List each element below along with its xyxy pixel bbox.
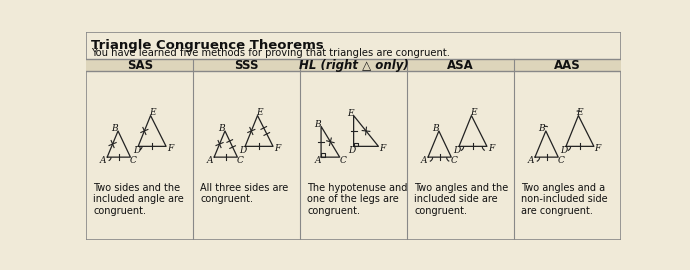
Text: E: E: [577, 108, 583, 117]
FancyBboxPatch shape: [86, 32, 621, 240]
Text: E: E: [470, 108, 476, 117]
Text: Triangle Congruence Theorems: Triangle Congruence Theorems: [91, 39, 324, 52]
Text: The hypotenuse and
one of the legs are
congruent.: The hypotenuse and one of the legs are c…: [307, 183, 408, 216]
Text: A: A: [207, 156, 213, 165]
Text: C: C: [130, 156, 137, 165]
Text: C: C: [339, 156, 346, 165]
Text: F: F: [167, 144, 173, 153]
Text: Two angles and a
non-included side
are congruent.: Two angles and a non-included side are c…: [521, 183, 608, 216]
Text: All three sides are
congruent.: All three sides are congruent.: [200, 183, 288, 204]
Text: C: C: [451, 156, 457, 165]
Text: A: A: [528, 156, 534, 165]
Text: AAS: AAS: [554, 59, 581, 72]
Text: B: B: [432, 124, 438, 133]
Text: D: D: [453, 146, 460, 155]
Text: E: E: [347, 109, 354, 118]
Text: D: D: [133, 146, 140, 155]
Text: D: D: [239, 146, 246, 155]
Text: D: D: [560, 146, 567, 155]
Text: HL (right △ only): HL (right △ only): [299, 59, 408, 72]
Text: F: F: [488, 144, 494, 153]
Text: A: A: [421, 156, 427, 165]
Text: A: A: [315, 156, 322, 165]
Text: B: B: [218, 124, 224, 133]
Text: ASA: ASA: [447, 59, 474, 72]
Text: Two sides and the
included angle are
congruent.: Two sides and the included angle are con…: [93, 183, 184, 216]
Text: F: F: [595, 144, 601, 153]
Text: F: F: [274, 144, 280, 153]
Text: D: D: [348, 146, 355, 155]
Text: F: F: [380, 144, 386, 153]
Text: B: B: [539, 124, 545, 133]
Text: B: B: [314, 120, 321, 129]
Text: SSS: SSS: [235, 59, 259, 72]
Text: You have learned five methods for proving that triangles are congruent.: You have learned five methods for provin…: [91, 48, 450, 58]
Text: B: B: [111, 124, 117, 133]
FancyBboxPatch shape: [86, 59, 621, 71]
Text: SAS: SAS: [127, 59, 152, 72]
Text: C: C: [558, 156, 564, 165]
Text: E: E: [256, 108, 262, 117]
Text: Two angles and the
included side are
congruent.: Two angles and the included side are con…: [414, 183, 509, 216]
Text: A: A: [100, 156, 106, 165]
Text: E: E: [149, 108, 155, 117]
Text: C: C: [237, 156, 244, 165]
